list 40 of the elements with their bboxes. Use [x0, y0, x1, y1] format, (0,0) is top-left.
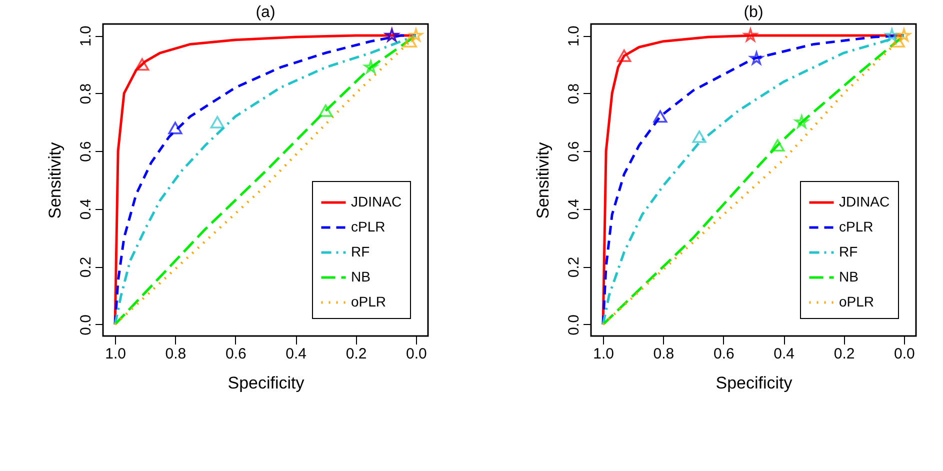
y-axis-title: Sensitivity — [534, 142, 552, 219]
y-tick-label: 0.4 — [78, 198, 94, 220]
y-tick-label: 0.0 — [78, 314, 94, 336]
chart-title: (b) — [744, 4, 764, 21]
legend-label: JDINAC — [351, 194, 402, 210]
legend-label: oPLR — [351, 294, 386, 310]
y-tick-label: 0.8 — [566, 83, 582, 104]
y-tick-label: 0.0 — [566, 314, 582, 336]
x-tick-label: 0.6 — [225, 346, 246, 362]
x-tick-label: 0.2 — [346, 346, 367, 362]
chart-title: (a) — [256, 4, 276, 21]
x-tick-label: 0.0 — [406, 346, 427, 362]
x-tick-label: 1.0 — [593, 346, 614, 362]
y-tick-label: 0.2 — [566, 256, 582, 278]
y-tick-label: 1.0 — [566, 26, 582, 46]
y-tick-label: 0.8 — [78, 83, 94, 104]
y-axis-title: Sensitivity — [46, 142, 64, 219]
y-tick-label: 0.2 — [78, 256, 94, 278]
legend-label: NB — [351, 268, 370, 284]
x-tick-label: 1.0 — [105, 346, 126, 362]
x-tick-label: 0.4 — [774, 346, 795, 362]
y-tick-label: 1.0 — [78, 26, 94, 46]
legend-label: RF — [839, 244, 858, 260]
x-tick-label: 0.6 — [713, 346, 734, 362]
legend-label: cPLR — [839, 218, 874, 234]
legend-label: oPLR — [839, 294, 874, 310]
x-tick-label: 0.0 — [894, 346, 915, 362]
legend-label: NB — [839, 268, 858, 284]
y-tick-label: 0.6 — [78, 141, 94, 162]
x-axis-title: Specificity — [716, 374, 793, 392]
x-tick-label: 0.4 — [286, 346, 307, 362]
x-tick-label: 0.2 — [834, 346, 855, 362]
y-tick-label: 0.6 — [566, 141, 582, 162]
legend-label: JDINAC — [839, 194, 890, 210]
legend-label: cPLR — [351, 218, 386, 234]
x-axis-title: Specificity — [228, 374, 305, 392]
x-tick-label: 0.8 — [653, 346, 674, 362]
legend-label: RF — [351, 244, 370, 260]
x-tick-label: 0.8 — [165, 346, 186, 362]
y-tick-label: 0.4 — [566, 198, 582, 220]
